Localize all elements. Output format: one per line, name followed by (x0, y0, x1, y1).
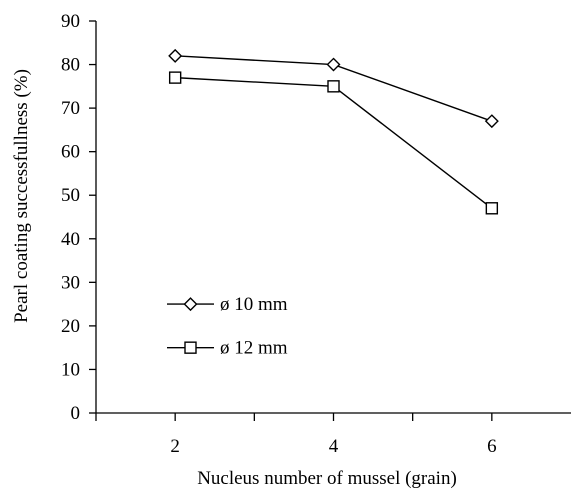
y-tick-label: 50 (61, 185, 80, 206)
legend-label: ø 12 mm (220, 338, 288, 359)
y-axis-ticks: 0 10 20 30 40 50 60 70 80 90 (61, 11, 96, 424)
y-tick-label: 40 (61, 229, 80, 250)
y-tick-label: 70 (61, 98, 80, 119)
y-tick-label: 10 (61, 359, 80, 380)
y-tick-label: 30 (61, 272, 80, 293)
x-tick-label: 4 (329, 436, 339, 457)
legend-marker (183, 297, 198, 312)
legend-marker (184, 341, 197, 354)
data-point-square (485, 202, 499, 215)
x-axis-label: Nucleus number of mussel (grain) (197, 468, 457, 489)
legend-item: ø 10 mm (167, 294, 288, 315)
y-tick-label: 90 (61, 11, 80, 32)
data-point-square (327, 80, 340, 93)
series-line (175, 76, 493, 209)
x-tick-label: 6 (487, 436, 497, 457)
y-axis-label: Pearl coating successfullness (%) (11, 69, 32, 323)
x-axis-ticks: 2 4 6 (95, 413, 497, 457)
series-1 (168, 48, 499, 129)
legend-item: ø 12 mm (167, 338, 288, 359)
y-tick-label: 80 (61, 55, 80, 76)
x-tick-label: 2 (170, 436, 180, 457)
y-tick-label: 60 (61, 142, 80, 163)
data-point-diamond (168, 48, 183, 63)
series-layer (168, 48, 499, 215)
legend-label: ø 10 mm (220, 294, 288, 315)
y-tick-label: 20 (61, 316, 80, 337)
legend: ø 10 mm ø 12 mm (167, 294, 288, 359)
data-point-square (168, 71, 182, 84)
data-point-diamond (326, 57, 341, 72)
data-point-diamond (484, 114, 499, 129)
series-2 (168, 71, 499, 215)
y-tick-label: 0 (71, 403, 81, 424)
